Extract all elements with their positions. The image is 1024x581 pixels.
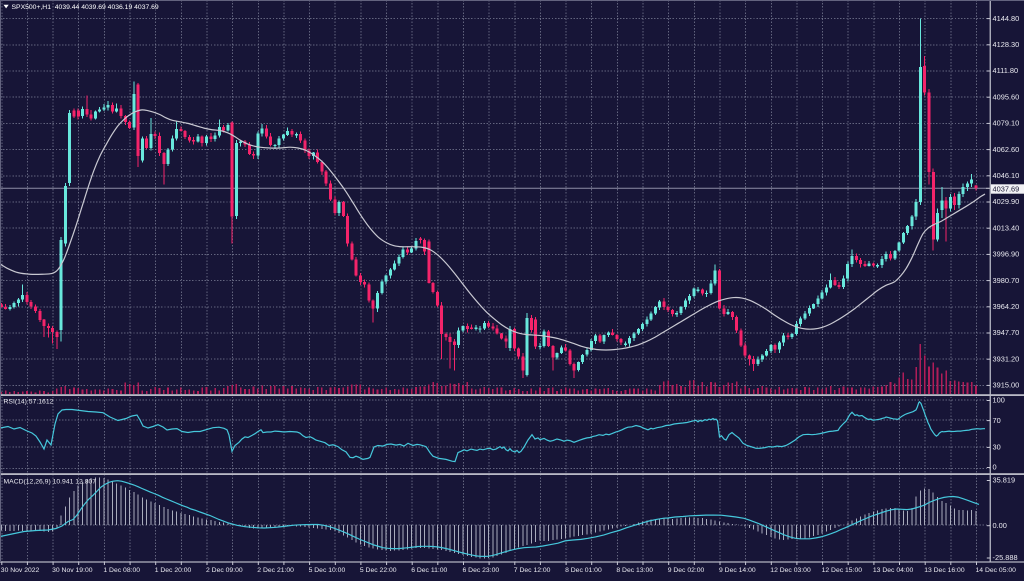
svg-text:4037.69: 4037.69 (993, 185, 1020, 194)
svg-text:35.819: 35.819 (993, 476, 1016, 485)
svg-text:0: 0 (993, 463, 997, 472)
svg-text:RSI(14) 57.1612: RSI(14) 57.1612 (4, 399, 54, 406)
svg-text:3915.00: 3915.00 (993, 381, 1020, 390)
svg-text:4144.80: 4144.80 (993, 14, 1020, 23)
svg-text:12 Dec 15:00: 12 Dec 15:00 (822, 567, 863, 574)
svg-text:4013.40: 4013.40 (993, 223, 1020, 232)
svg-text:6 Dec 11:00: 6 Dec 11:00 (411, 567, 447, 574)
svg-text:8 Dec 13:00: 8 Dec 13:00 (616, 567, 653, 574)
svg-text:1 Dec 08:00: 1 Dec 08:00 (103, 567, 140, 574)
svg-text:4046.10: 4046.10 (993, 171, 1020, 180)
svg-text:0.00: 0.00 (993, 521, 1007, 530)
svg-text:6 Dec 23:00: 6 Dec 23:00 (463, 567, 500, 574)
svg-text:13 Dec 04:00: 13 Dec 04:00 (873, 567, 914, 574)
svg-text:70: 70 (993, 416, 1001, 425)
svg-text:2 Dec 21:00: 2 Dec 21:00 (257, 567, 294, 574)
svg-text:8 Dec 01:00: 8 Dec 01:00 (565, 567, 602, 574)
svg-text:-25.888: -25.888 (993, 553, 1018, 562)
svg-text:9 Dec 02:00: 9 Dec 02:00 (668, 567, 705, 574)
svg-text:12 Dec 03:00: 12 Dec 03:00 (770, 567, 811, 574)
svg-text:SPX500+,H1 4039.44 4039.69 40: SPX500+,H1 4039.44 4039.69 4036.19 4037.… (12, 4, 159, 11)
svg-text:14 Dec 05:00: 14 Dec 05:00 (976, 567, 1017, 574)
svg-text:13 Dec 16:00: 13 Dec 16:00 (924, 567, 965, 574)
svg-text:MACD(12,26,9) 10.941 12.807: MACD(12,26,9) 10.941 12.807 (4, 478, 97, 485)
svg-text:4079.10: 4079.10 (993, 119, 1020, 128)
svg-text:3980.70: 3980.70 (993, 276, 1020, 285)
svg-text:2 Dec 09:00: 2 Dec 09:00 (206, 567, 243, 574)
svg-text:30 Nov 2022: 30 Nov 2022 (1, 567, 40, 574)
svg-text:4062.60: 4062.60 (993, 145, 1020, 154)
svg-text:30: 30 (993, 443, 1001, 452)
svg-text:3931.20: 3931.20 (993, 354, 1020, 363)
svg-text:7 Dec 12:00: 7 Dec 12:00 (514, 567, 551, 574)
svg-text:1 Dec 20:00: 1 Dec 20:00 (155, 567, 192, 574)
svg-text:4095.60: 4095.60 (993, 92, 1020, 101)
svg-text:4128.30: 4128.30 (993, 40, 1020, 49)
svg-text:5 Dec 10:00: 5 Dec 10:00 (309, 567, 346, 574)
svg-text:100: 100 (993, 396, 1005, 405)
svg-text:9 Dec 14:00: 9 Dec 14:00 (719, 567, 756, 574)
svg-text:4111.80: 4111.80 (993, 66, 1019, 75)
svg-text:4029.90: 4029.90 (993, 197, 1020, 206)
svg-text:30 Nov 19:00: 30 Nov 19:00 (52, 567, 93, 574)
svg-text:5 Dec 22:00: 5 Dec 22:00 (360, 567, 397, 574)
svg-text:3996.90: 3996.90 (993, 250, 1020, 259)
svg-text:3947.70: 3947.70 (993, 328, 1020, 337)
svg-text:3964.20: 3964.20 (993, 302, 1020, 311)
